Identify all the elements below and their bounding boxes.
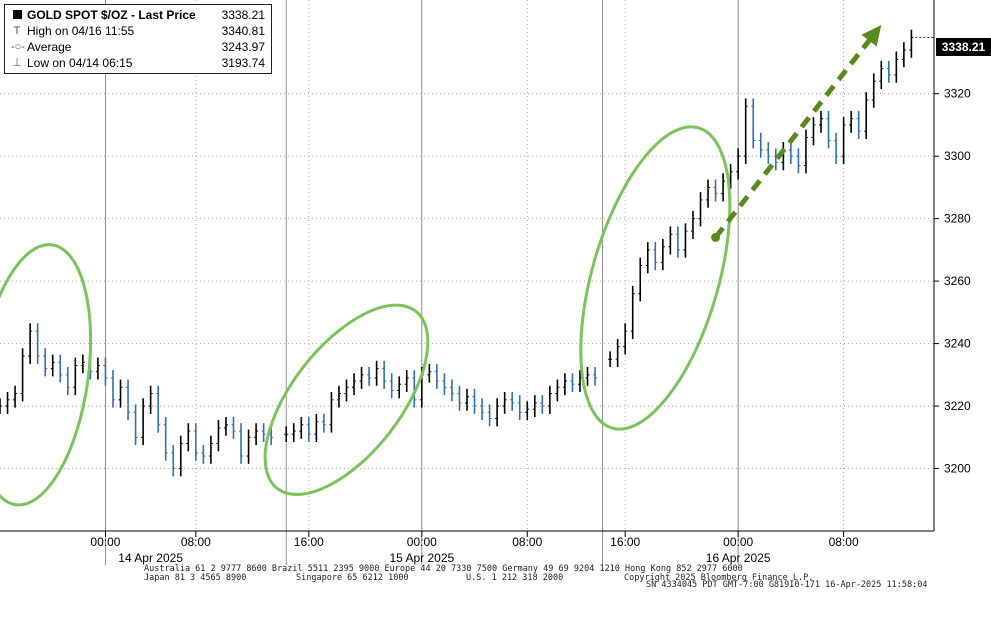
legend-average-label: Average <box>27 40 72 54</box>
series-swatch <box>13 10 22 19</box>
y-tick-label: 3240 <box>944 337 971 351</box>
chart-legend: GOLD SPOT $/OZ - Last Price 3338.21 T Hi… <box>4 4 272 74</box>
average-marker-icon: -○- <box>11 41 25 53</box>
trend-arrow-head <box>861 24 882 47</box>
y-tick-label: 3260 <box>944 274 971 288</box>
x-tick-label: 16:00 <box>610 535 640 549</box>
price-bars <box>0 29 934 477</box>
highlight-circle <box>0 243 93 507</box>
legend-high-label: High on 04/16 11:55 <box>27 24 135 38</box>
highlight-circle <box>579 125 732 431</box>
x-tick-label: 08:00 <box>829 535 859 549</box>
x-tick-label: 00:00 <box>90 535 120 549</box>
low-marker-icon: ⊥ <box>12 57 22 69</box>
date-label: 16 Apr 2025 <box>706 551 771 565</box>
legend-low-value: 3193.74 <box>221 56 265 70</box>
legend-title: GOLD SPOT $/OZ - Last Price <box>27 8 196 22</box>
legend-high-value: 3340.81 <box>221 24 265 38</box>
x-tick-label: 08:00 <box>512 535 542 549</box>
footer-us: U.S. 1 212 318 2000 <box>466 573 564 583</box>
legend-low-label: Low on 04/14 06:15 <box>27 56 133 70</box>
x-tick-label: 00:00 <box>723 535 753 549</box>
y-axis: 3200 3220 3240 3260 3280 3300 3320 <box>933 0 971 531</box>
x-tick-label: 08:00 <box>181 535 211 549</box>
footer-timestamp: SN 4334045 PDT GMT-7:00 G819I0-171 16-Ap… <box>646 580 928 590</box>
x-tick-label: 00:00 <box>407 535 437 549</box>
y-tick-label: 3220 <box>944 399 971 413</box>
legend-low-row: ⊥ Low on 04/14 06:15 3193.74 <box>5 55 271 71</box>
y-tick-label: 3280 <box>944 212 971 226</box>
footer-copyright: Copyright 2025 Bloomberg Finance L.P. <box>624 573 814 583</box>
footer-singapore: Singapore 65 6212 1000 <box>296 573 409 583</box>
legend-title-row: GOLD SPOT $/OZ - Last Price 3338.21 <box>5 7 271 23</box>
y-tick-label: 3200 <box>944 462 971 476</box>
highlight-circle <box>263 303 430 497</box>
footer-japan: Japan 81 3 4565 8900 <box>144 573 247 583</box>
legend-average-value: 3243.97 <box>221 40 265 54</box>
chart-grid <box>0 0 934 531</box>
footer-contacts: Australia 61 2 9777 8600 Brazil 5511 239… <box>144 564 743 574</box>
last-price-tag: 3338.21 <box>936 38 991 56</box>
x-axis: 00:00 08:00 16:00 00:00 08:00 16:00 00:00 08:00… <box>0 530 934 565</box>
x-tick-label: 16:00 <box>294 535 324 549</box>
legend-high-row: T High on 04/16 11:55 3340.81 <box>5 23 271 39</box>
chart-annotations <box>0 24 882 507</box>
date-label: 14 Apr 2025 <box>118 551 183 565</box>
legend-title-value: 3338.21 <box>221 8 265 22</box>
day-dividers <box>105 0 739 565</box>
y-tick-label: 3320 <box>944 87 971 101</box>
legend-average-row: -○- Average 3243.97 <box>5 39 271 55</box>
y-tick-label: 3300 <box>944 149 971 163</box>
date-label: 15 Apr 2025 <box>389 551 454 565</box>
trend-arrow-line <box>713 37 873 239</box>
high-marker-icon: T <box>13 25 21 37</box>
